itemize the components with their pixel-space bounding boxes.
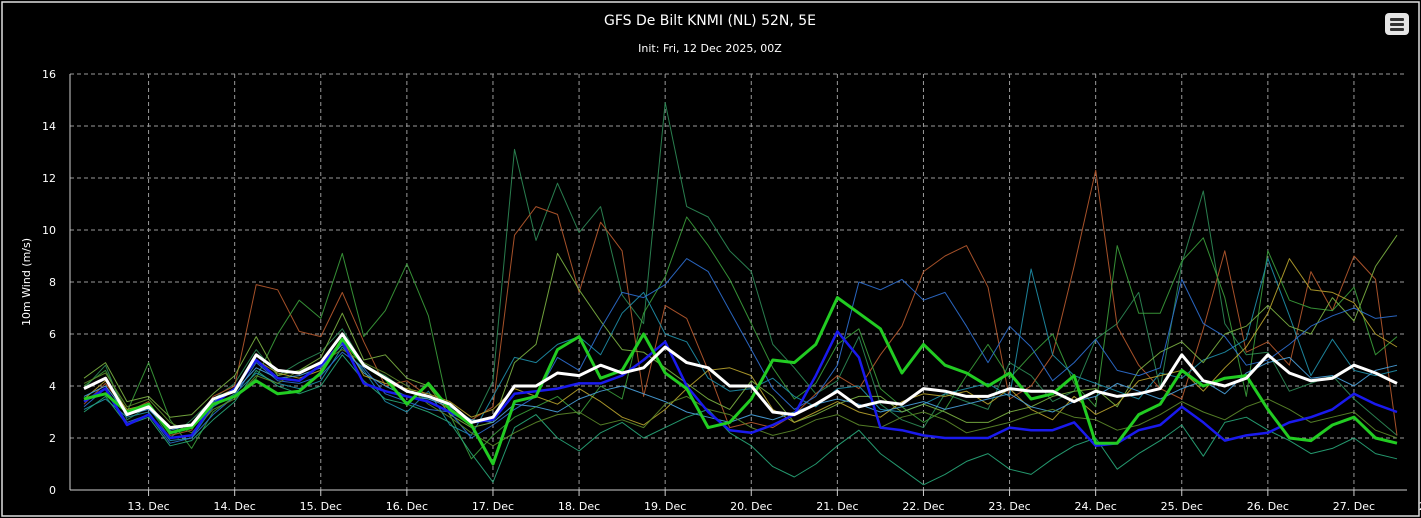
series-line-member-12 bbox=[83, 349, 1398, 447]
chart-subtitle: Init: Fri, 12 Dec 2025, 00Z bbox=[638, 42, 782, 55]
series-line-mean bbox=[83, 332, 1398, 430]
x-tick-label: 18. Dec bbox=[558, 500, 600, 513]
series-line-member-4 bbox=[83, 169, 1398, 436]
x-tick-label: 23. Dec bbox=[988, 500, 1030, 513]
series-line-member-9 bbox=[83, 258, 1398, 434]
series-line-member-10 bbox=[83, 354, 1398, 486]
axis-layer: 0 2 4 6 8 10 12 14 16 13. Dec 14. Dec 15. Dec 16. De… bbox=[42, 68, 1421, 513]
y-tick-label: 6 bbox=[49, 328, 56, 341]
x-tick-label: 16. Dec bbox=[386, 500, 428, 513]
y-tick-label: 8 bbox=[49, 276, 56, 289]
x-tick-label: 22. Dec bbox=[902, 500, 944, 513]
series-line-member-7 bbox=[83, 234, 1398, 429]
x-tick-label: 25. Dec bbox=[1161, 500, 1203, 513]
chart-title: GFS De Bilt KNMI (NL) 52N, 5E bbox=[604, 13, 816, 29]
x-tick-label: 28. Dec bbox=[1419, 500, 1421, 513]
x-tick-label: 26. Dec bbox=[1247, 500, 1289, 513]
x-tick-label: 17. Dec bbox=[472, 500, 514, 513]
y-tick-label: 2 bbox=[49, 432, 56, 445]
y-tick-label: 4 bbox=[49, 380, 56, 393]
series-line-member-8 bbox=[83, 258, 1398, 444]
x-tick-label: 21. Dec bbox=[816, 500, 858, 513]
x-tick-label: 20. Dec bbox=[730, 500, 772, 513]
series-line-member-6 bbox=[83, 258, 1398, 442]
y-tick-label: 12 bbox=[42, 172, 56, 185]
y-axis-label: 10m Wind (m/s) bbox=[20, 238, 33, 326]
y-tick-label: 16 bbox=[42, 68, 56, 81]
series-layer bbox=[83, 102, 1398, 486]
x-tick-label: 13. Dec bbox=[127, 500, 169, 513]
series-line-member-3 bbox=[83, 102, 1398, 439]
y-tick-label: 10 bbox=[42, 224, 56, 237]
x-tick-label: 15. Dec bbox=[300, 500, 342, 513]
x-tick-label: 27. Dec bbox=[1333, 500, 1375, 513]
y-tick-label: 0 bbox=[49, 484, 56, 497]
x-tick-label: 24. Dec bbox=[1075, 500, 1117, 513]
chart-menu-button[interactable] bbox=[1385, 13, 1409, 35]
series-line-member-11 bbox=[83, 343, 1398, 431]
series-line-member-5 bbox=[83, 216, 1398, 460]
grid-layer bbox=[70, 73, 1407, 490]
series-line-operational bbox=[83, 330, 1398, 448]
x-tick-label: 14. Dec bbox=[214, 500, 256, 513]
series-line-control bbox=[83, 296, 1398, 466]
x-tick-label: 19. Dec bbox=[644, 500, 686, 513]
y-tick-label: 14 bbox=[42, 120, 56, 133]
